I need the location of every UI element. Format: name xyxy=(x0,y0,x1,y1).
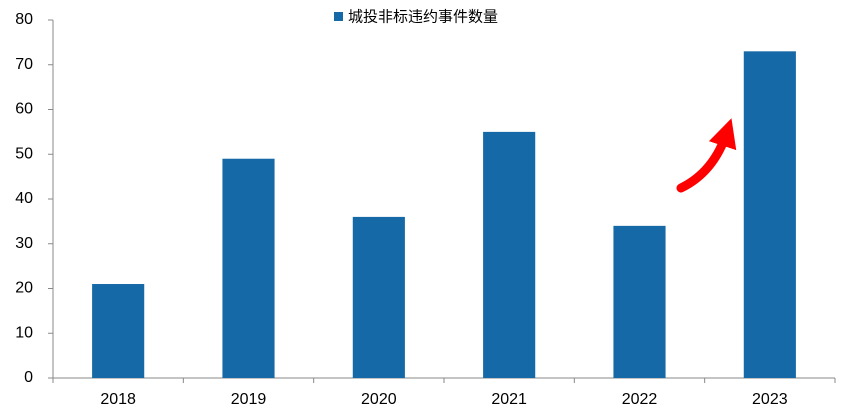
bar xyxy=(483,131,536,378)
y-tick-label: 40 xyxy=(15,190,33,207)
x-tick-label: 2022 xyxy=(622,391,658,408)
y-tick-label: 50 xyxy=(15,145,33,162)
y-tick-label: 10 xyxy=(15,324,33,341)
x-tick-label: 2023 xyxy=(752,391,788,408)
legend-swatch xyxy=(334,12,343,21)
bar xyxy=(352,216,405,378)
x-tick-label: 2019 xyxy=(231,391,267,408)
bar xyxy=(222,158,275,378)
y-tick-label: 20 xyxy=(15,280,33,297)
y-tick-label: 30 xyxy=(15,235,33,252)
bar xyxy=(743,51,796,378)
bar xyxy=(613,225,666,378)
x-tick-label: 2018 xyxy=(100,391,136,408)
bar xyxy=(92,284,145,378)
y-tick-label: 60 xyxy=(15,101,33,118)
x-tick-label: 2020 xyxy=(361,391,397,408)
y-tick-label: 80 xyxy=(15,11,33,28)
x-tick-label: 2021 xyxy=(491,391,527,408)
trend-arrow xyxy=(676,118,737,193)
y-tick-label: 70 xyxy=(15,56,33,73)
legend-text: 城投非标违约事件数量 xyxy=(348,8,498,26)
y-tick-label: 0 xyxy=(24,369,33,386)
